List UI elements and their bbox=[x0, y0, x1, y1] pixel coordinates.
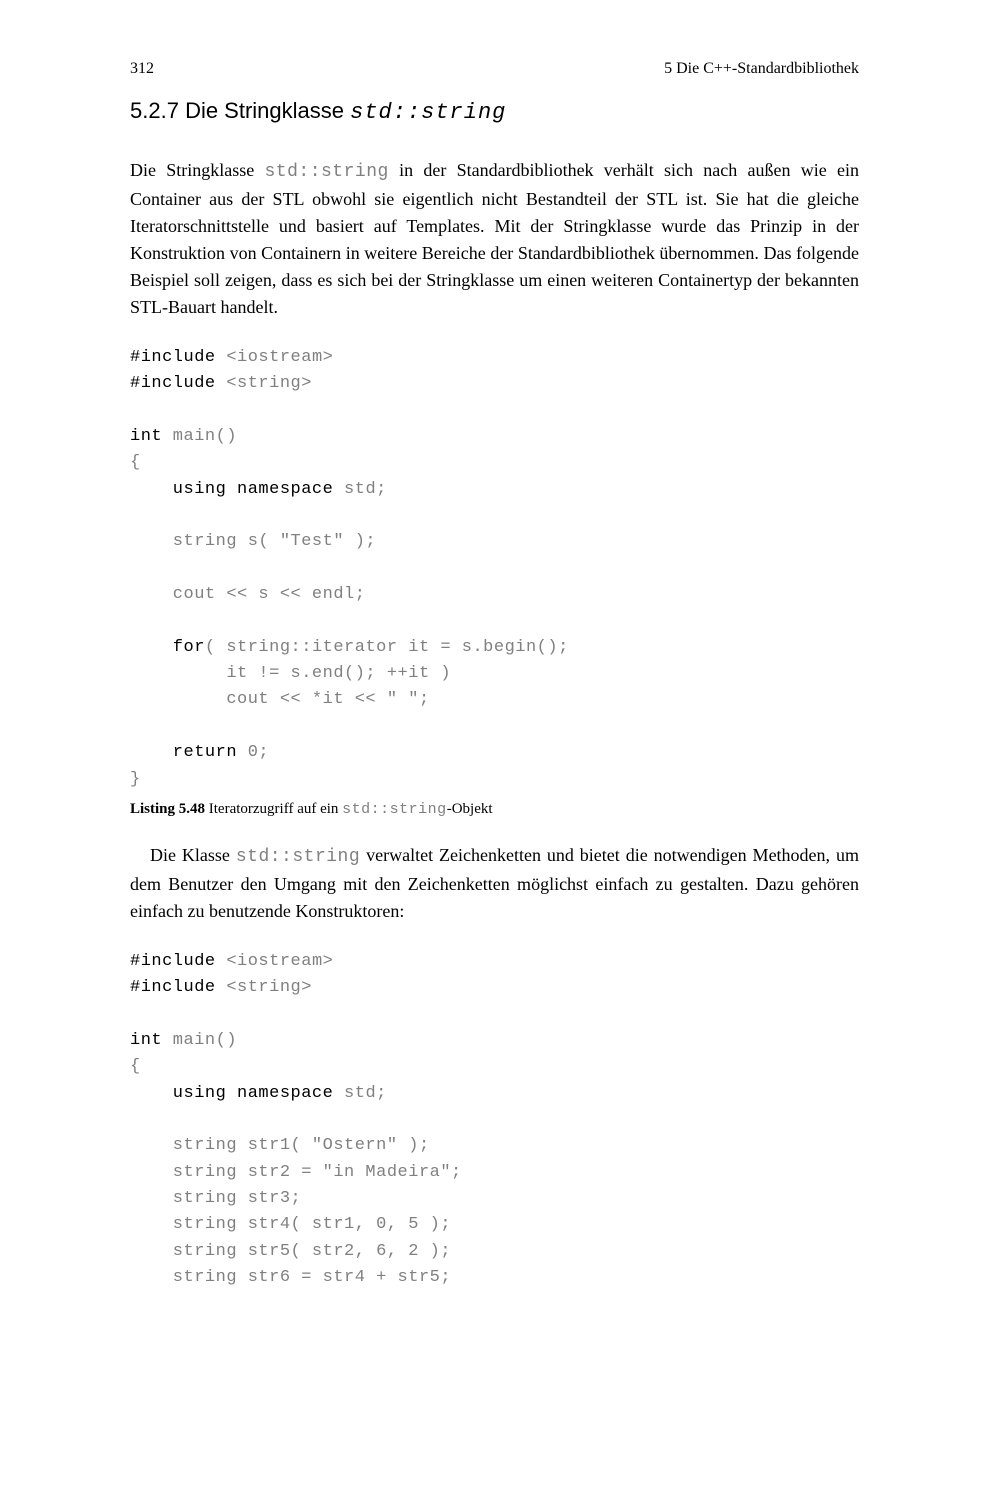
listing-text-before: Iteratorzugriff auf ein bbox=[205, 801, 342, 817]
section-title-code: std::string bbox=[350, 100, 506, 125]
p2-code1: std::string bbox=[236, 847, 360, 867]
section-heading: 5.2.7 Die Stringklasse std::string bbox=[130, 98, 859, 125]
code-kw: using namespace bbox=[130, 480, 333, 499]
code-txt: <string> bbox=[216, 374, 312, 393]
code-kw: int bbox=[130, 427, 162, 446]
section-title-prefix: Die Stringklasse bbox=[185, 98, 350, 123]
code-txt: it != s.end(); ++it ) bbox=[130, 664, 451, 683]
code-txt: <string> bbox=[216, 978, 312, 997]
code-kw: using namespace bbox=[130, 1084, 333, 1103]
page-number: 312 bbox=[130, 60, 154, 78]
code-txt: main() bbox=[162, 1031, 237, 1050]
page-header: 312 5 Die C++-Standardbibliothek bbox=[130, 60, 859, 78]
code-txt: ( string::iterator it = s.begin(); bbox=[205, 638, 569, 657]
paragraph-1: Die Stringklasse std::string in der Stan… bbox=[130, 157, 859, 321]
code-kw: #include bbox=[130, 952, 216, 971]
code-txt: string str1( "Ostern" ); bbox=[130, 1136, 430, 1155]
listing-text-after: -Objekt bbox=[447, 801, 493, 817]
code-txt: { bbox=[130, 1057, 141, 1076]
p1-code1: std::string bbox=[265, 162, 389, 182]
listing-label: Listing 5.48 bbox=[130, 801, 205, 817]
code-txt: std; bbox=[333, 480, 387, 499]
code-txt: std; bbox=[333, 1084, 387, 1103]
code-txt: string str4( str1, 0, 5 ); bbox=[130, 1215, 451, 1234]
code-kw: #include bbox=[130, 374, 216, 393]
p1-text1: Die Stringklasse bbox=[130, 160, 265, 180]
code-kw: #include bbox=[130, 978, 216, 997]
code-txt: string s( "Test" ); bbox=[130, 532, 376, 551]
code-kw: #include bbox=[130, 348, 216, 367]
section-number: 5.2.7 bbox=[130, 98, 179, 123]
code-txt: { bbox=[130, 453, 141, 472]
code-kw: int bbox=[130, 1031, 162, 1050]
code-txt: } bbox=[130, 770, 141, 789]
code-kw: return bbox=[130, 743, 237, 762]
code-kw: for bbox=[130, 638, 205, 657]
chapter-label: 5 Die C++-Standardbibliothek bbox=[664, 60, 859, 78]
listing-caption: Listing 5.48 Iteratorzugriff auf ein std… bbox=[130, 801, 859, 818]
p2-text1: Die Klasse bbox=[150, 845, 236, 865]
code-listing-2: #include <iostream> #include <string> in… bbox=[130, 949, 859, 1291]
code-listing-1: #include <iostream> #include <string> in… bbox=[130, 345, 859, 793]
code-txt: string str5( str2, 6, 2 ); bbox=[130, 1242, 451, 1261]
code-txt: 0; bbox=[237, 743, 269, 762]
listing-code: std::string bbox=[342, 801, 447, 818]
code-txt: string str2 = "in Madeira"; bbox=[130, 1163, 462, 1182]
code-txt: cout << *it << " "; bbox=[130, 690, 430, 709]
code-txt: main() bbox=[162, 427, 237, 446]
code-txt: <iostream> bbox=[216, 952, 334, 971]
paragraph-2: Die Klasse std::string verwaltet Zeichen… bbox=[130, 842, 859, 925]
code-txt: string str6 = str4 + str5; bbox=[130, 1268, 451, 1287]
code-txt: cout << s << endl; bbox=[130, 585, 365, 604]
p1-text2: in der Standardbibliothek verhält sich n… bbox=[130, 160, 859, 317]
code-txt: string str3; bbox=[130, 1189, 301, 1208]
code-txt: <iostream> bbox=[216, 348, 334, 367]
